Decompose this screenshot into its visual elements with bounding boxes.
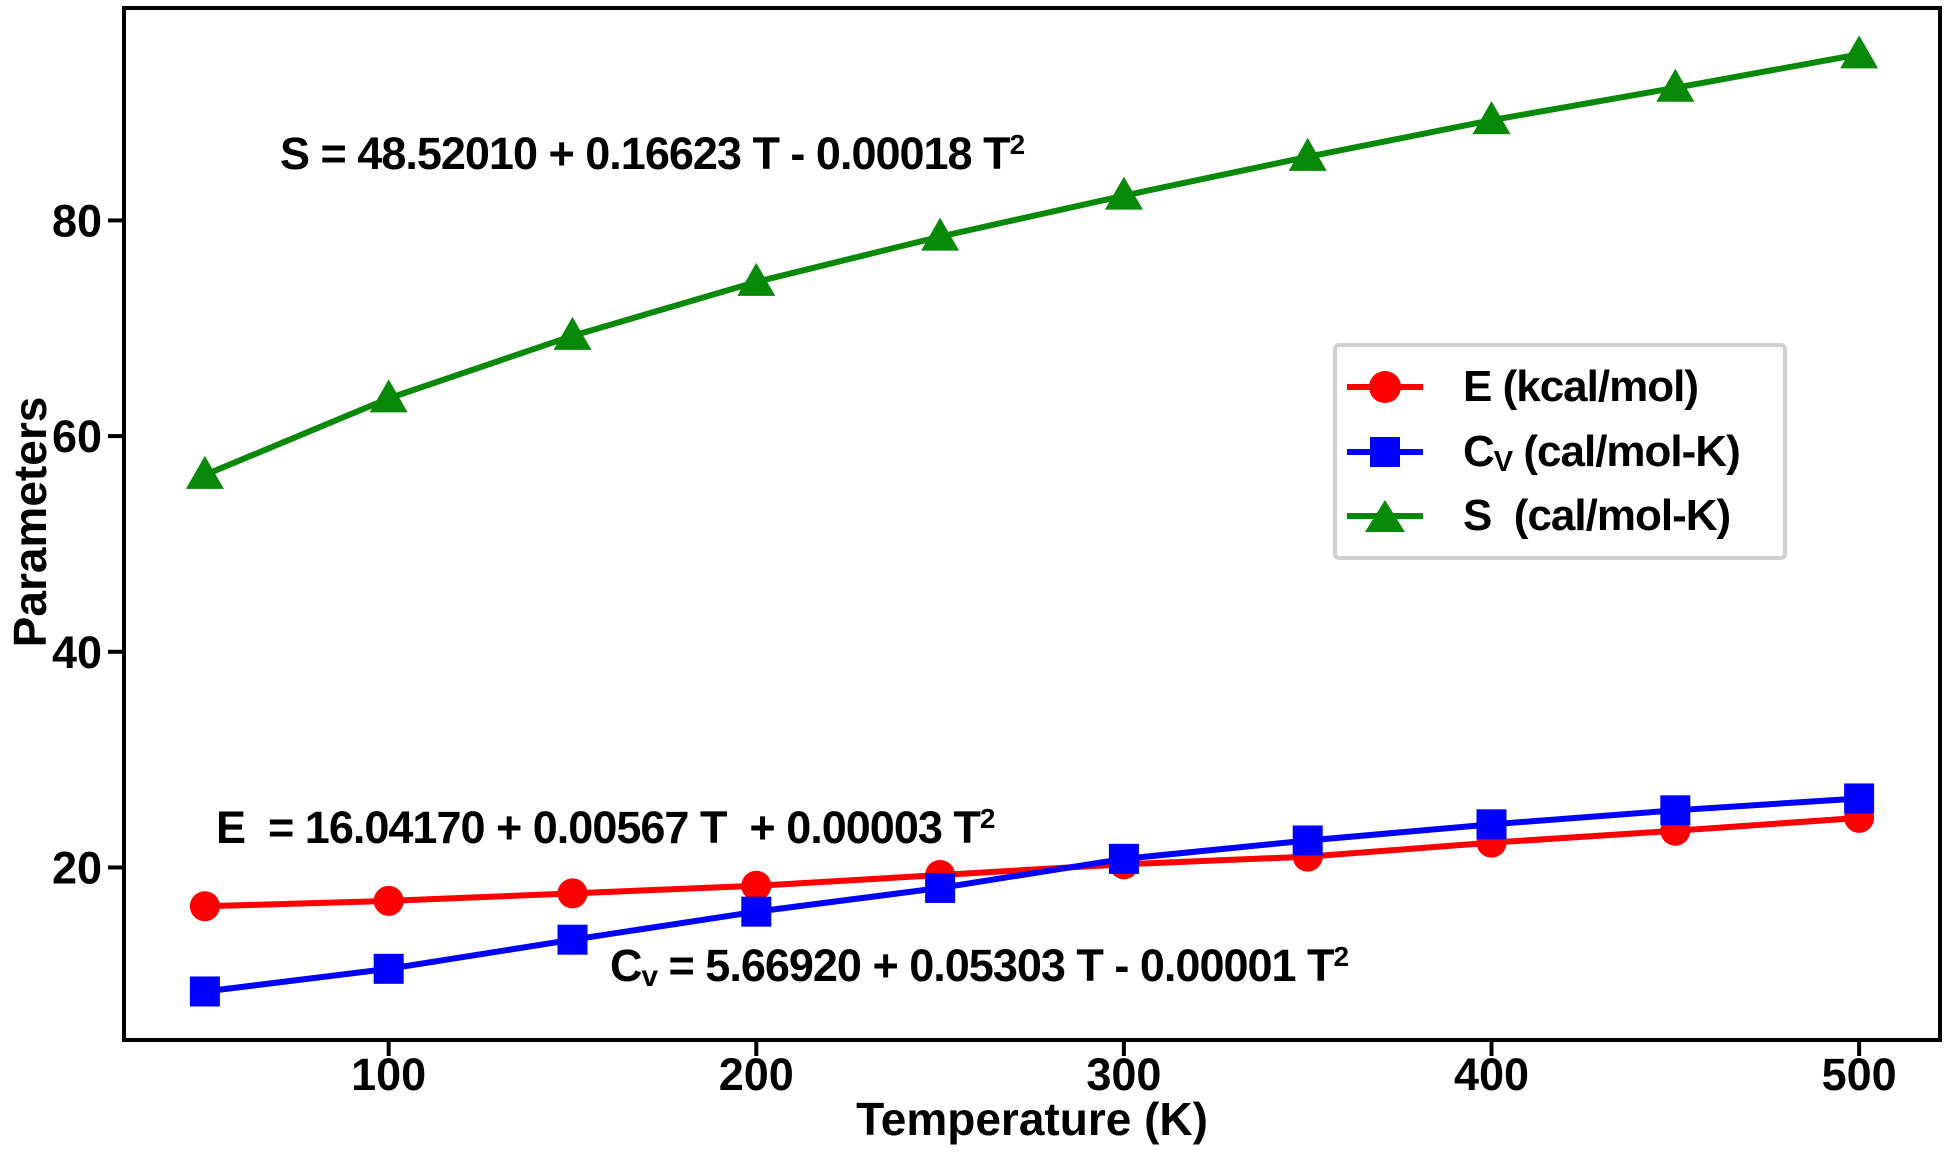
data-point-circle bbox=[557, 878, 588, 909]
data-point-circle bbox=[373, 885, 404, 916]
legend-square-icon bbox=[1370, 436, 1400, 467]
data-point-square bbox=[1844, 783, 1875, 814]
series-line-triangle bbox=[203, 51, 1860, 478]
legend-sample bbox=[1347, 496, 1423, 536]
data-point-triangle bbox=[737, 262, 776, 296]
data-point-triangle bbox=[1656, 68, 1695, 102]
legend-label: CV (cal/mol-K) bbox=[1463, 426, 1741, 478]
data-point-square bbox=[1660, 795, 1691, 826]
legend-item: CV (cal/mol-K) bbox=[1347, 426, 1783, 478]
data-point-square bbox=[925, 872, 956, 903]
data-point-square bbox=[1108, 843, 1139, 874]
legend-sample bbox=[1347, 367, 1423, 407]
x-tick-label: 100 bbox=[351, 1049, 426, 1100]
legend-item: S (cal/mol-K) bbox=[1347, 491, 1783, 541]
x-tick-label: 500 bbox=[1822, 1049, 1897, 1100]
data-point-square bbox=[189, 976, 220, 1007]
data-point-square bbox=[741, 896, 772, 927]
legend-item: E (kcal/mol) bbox=[1347, 362, 1783, 412]
data-point-square bbox=[557, 924, 588, 955]
legend-sample bbox=[1347, 432, 1423, 472]
series-line-square bbox=[204, 795, 1860, 995]
data-point-circle bbox=[741, 870, 772, 901]
legend-circle-icon bbox=[1369, 370, 1401, 403]
data-point-square bbox=[1292, 825, 1323, 856]
legend-label: E (kcal/mol) bbox=[1463, 361, 1699, 411]
data-point-triangle bbox=[921, 217, 960, 251]
data-point-triangle bbox=[1472, 101, 1511, 135]
legend: E (kcal/mol) CV (cal/mol-K) S (cal/mol-K) bbox=[1333, 343, 1787, 560]
e-fit-equation: E = 16.04170 + 0.00567 T + 0.00003 T2 bbox=[216, 802, 995, 853]
data-point-triangle bbox=[553, 316, 592, 350]
data-point-square bbox=[373, 953, 404, 984]
data-point-circle bbox=[189, 891, 220, 922]
plot-frame bbox=[122, 6, 1942, 1042]
x-tick-label: 400 bbox=[1454, 1049, 1529, 1100]
data-point-triangle bbox=[369, 379, 408, 413]
legend-triangle-icon bbox=[1365, 500, 1405, 533]
s-fit-equation: S = 48.52010 + 0.16623 T - 0.00018 T2 bbox=[280, 128, 1025, 179]
series-line-circle bbox=[204, 814, 1860, 910]
cv-fit-equation: Cv = 5.66920 + 0.05303 T - 0.00001 T2 bbox=[610, 940, 1349, 994]
x-tick-label: 200 bbox=[719, 1049, 794, 1100]
x-axis-title: Temperature (K) bbox=[856, 1093, 1208, 1145]
data-point-triangle bbox=[1840, 35, 1879, 69]
data-point-triangle bbox=[1104, 176, 1143, 210]
y-tick-label: 80 bbox=[52, 195, 102, 246]
y-tick-label: 20 bbox=[52, 842, 102, 893]
legend-label: S (cal/mol-K) bbox=[1463, 491, 1731, 541]
y-axis-title: Parameters bbox=[4, 396, 56, 648]
data-point-triangle bbox=[185, 455, 224, 489]
data-point-square bbox=[1476, 809, 1507, 840]
y-tick-label: 60 bbox=[52, 411, 102, 462]
y-tick-label: 40 bbox=[52, 627, 102, 678]
data-point-triangle bbox=[1288, 137, 1327, 171]
x-tick-label: 300 bbox=[1086, 1049, 1161, 1100]
